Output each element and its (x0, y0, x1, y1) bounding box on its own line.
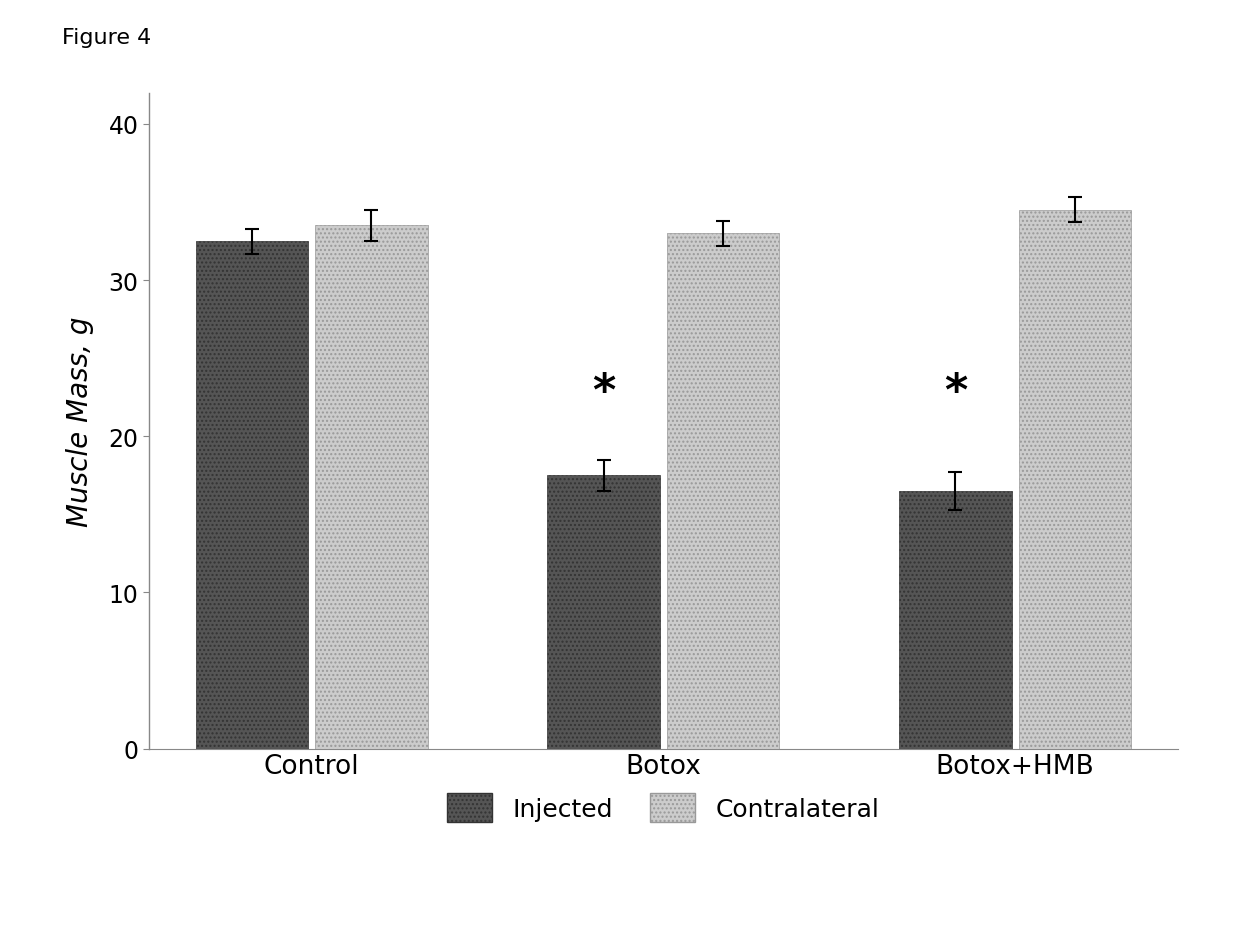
Y-axis label: Muscle Mass, g: Muscle Mass, g (67, 316, 94, 526)
Bar (547, 475, 660, 749)
Bar (1019, 211, 1131, 749)
Bar (196, 241, 308, 749)
Bar (899, 491, 1012, 749)
Text: *: * (944, 371, 967, 414)
Text: Figure 4: Figure 4 (62, 28, 151, 48)
Bar (667, 234, 780, 749)
Legend: Injected, Contralateral: Injected, Contralateral (435, 781, 892, 835)
Text: *: * (591, 371, 615, 414)
Bar (315, 227, 428, 749)
